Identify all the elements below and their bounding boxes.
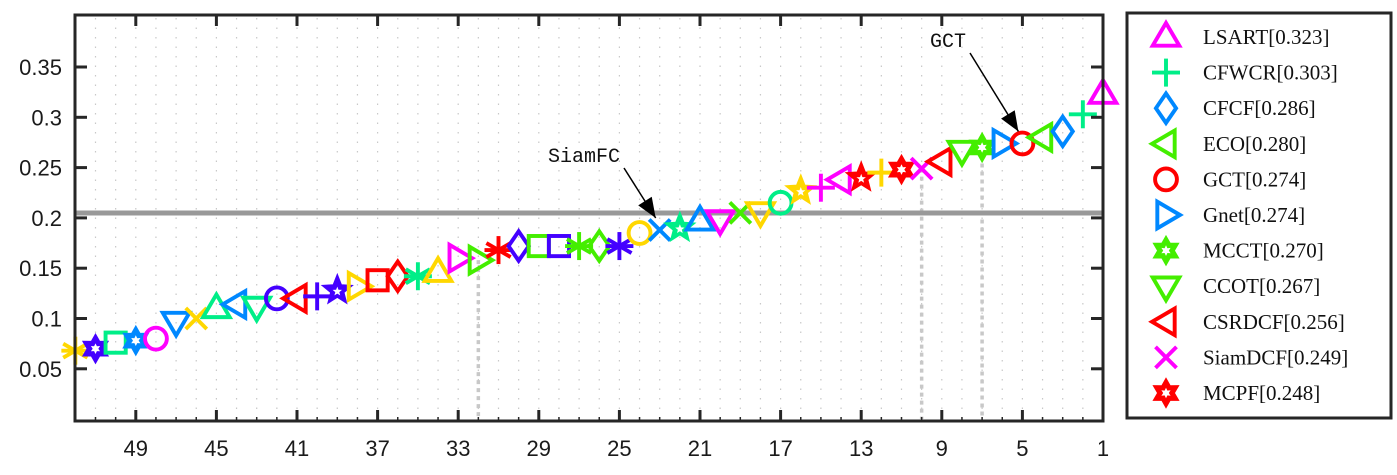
- data-point: [683, 203, 717, 232]
- legend-item: LSART[0.323]: [1149, 19, 1329, 49]
- data-point: [184, 306, 209, 331]
- plot-frame: [73, 13, 1105, 423]
- data-point: [303, 282, 332, 311]
- data-point: [605, 232, 634, 261]
- data-point: [484, 236, 513, 265]
- data-point: [806, 173, 835, 202]
- data-point: [991, 126, 1021, 161]
- x-tick-label: 29: [527, 436, 551, 461]
- data-point: [945, 139, 979, 169]
- legend-item: GCT[0.274]: [1153, 166, 1306, 193]
- legend-item: CSRDCF[0.256]: [1148, 305, 1345, 339]
- y-tick-label: 0.3: [31, 105, 62, 130]
- x-tick-label: 5: [1016, 436, 1028, 461]
- arrow-icon: [638, 196, 656, 218]
- y-tick-label: 0.05: [19, 357, 62, 382]
- y-tick-label: 0.15: [19, 256, 62, 281]
- y-axis: 0.05 0.1 0.15 0.2 0.25 0.3 0.35: [19, 55, 1103, 382]
- data-point: [1068, 100, 1097, 129]
- legend-item: CFCF[0.286]: [1153, 90, 1316, 127]
- data-point: [143, 325, 169, 352]
- data-point: [923, 144, 953, 179]
- data-point: [421, 254, 455, 283]
- annotation-label: SiamFC: [548, 146, 620, 169]
- legend-item: ECO[0.280]: [1148, 127, 1306, 161]
- legend-item: CCOT[0.267]: [1149, 274, 1320, 305]
- data-point: [81, 332, 110, 365]
- data-point: [103, 330, 128, 355]
- legend-item: Gnet[0.274]: [1155, 198, 1305, 232]
- x-tick-label: 25: [607, 436, 631, 461]
- data-point: [586, 227, 612, 265]
- legend-item: CFWCR[0.303]: [1152, 58, 1338, 87]
- data-point: [263, 285, 290, 312]
- x-tick-label: 13: [849, 436, 873, 461]
- data-point: [467, 243, 497, 277]
- data-point: [784, 173, 818, 205]
- x-tick-label: 41: [285, 436, 309, 461]
- data-point: [968, 131, 996, 164]
- x-tick-label: 1: [1097, 436, 1109, 461]
- annotations: GCT SiamFC: [548, 31, 1020, 219]
- data-point: [743, 201, 778, 230]
- vertical-grid: [74, 18, 1104, 419]
- legend-label: MCCT[0.270]: [1203, 239, 1324, 263]
- x-tick-label: 37: [365, 436, 389, 461]
- highlight-lines: [476, 147, 984, 419]
- y-tick-label: 0.25: [19, 156, 62, 181]
- x-tick-label: 9: [936, 436, 948, 461]
- legend-item: SiamDCF[0.249]: [1154, 345, 1348, 369]
- legend-label: ECO[0.280]: [1203, 132, 1306, 156]
- legend-label: LSART[0.323]: [1203, 25, 1329, 49]
- data-points: [61, 76, 1120, 365]
- data-point: [346, 269, 376, 304]
- data-point: [447, 241, 477, 275]
- legend-label: CSRDCF[0.256]: [1203, 310, 1345, 334]
- annotation-label: GCT: [930, 31, 966, 54]
- data-point: [365, 268, 390, 293]
- legend-item: MCPF[0.248]: [1152, 377, 1320, 409]
- data-point: [279, 281, 308, 316]
- x-tick-label: 49: [124, 436, 148, 461]
- data-point: [703, 209, 737, 238]
- data-point: [506, 227, 532, 265]
- legend-label: Gnet[0.274]: [1203, 203, 1305, 227]
- y-tick-label: 0.35: [19, 55, 62, 80]
- legend: LSART[0.323] CFWCR[0.303] CFCF[0.286] ECO[0…: [1125, 11, 1393, 420]
- arrow-icon: [1001, 110, 1019, 132]
- legend-label: CFWCR[0.303]: [1203, 61, 1338, 85]
- legend-label: CCOT[0.267]: [1203, 274, 1320, 298]
- x-tick-label: 17: [768, 436, 792, 461]
- x-axis: 49 45 41 37 33 29 25 21 17 13 9 5 1: [74, 15, 1109, 461]
- x-tick-label: 45: [204, 436, 228, 461]
- data-point: [1009, 130, 1036, 157]
- data-point: [1024, 120, 1054, 155]
- data-point: [159, 310, 193, 340]
- x-tick-label: 21: [688, 436, 712, 461]
- data-point: [626, 220, 653, 246]
- data-point: [1050, 113, 1076, 150]
- legend-item: MCCT[0.270]: [1152, 234, 1324, 267]
- data-point: [385, 258, 411, 295]
- legend-label: MCPF[0.248]: [1203, 381, 1320, 405]
- legend-label: CFCF[0.286]: [1203, 96, 1316, 120]
- x-tick-label: 33: [446, 436, 470, 461]
- data-point: [823, 162, 852, 197]
- legend-label: SiamDCF[0.249]: [1203, 345, 1348, 369]
- data-point: [867, 158, 896, 187]
- y-tick-label: 0.2: [31, 206, 62, 231]
- legend-label: GCT[0.274]: [1203, 167, 1306, 191]
- data-point: [239, 295, 274, 325]
- y-tick-label: 0.1: [31, 307, 62, 332]
